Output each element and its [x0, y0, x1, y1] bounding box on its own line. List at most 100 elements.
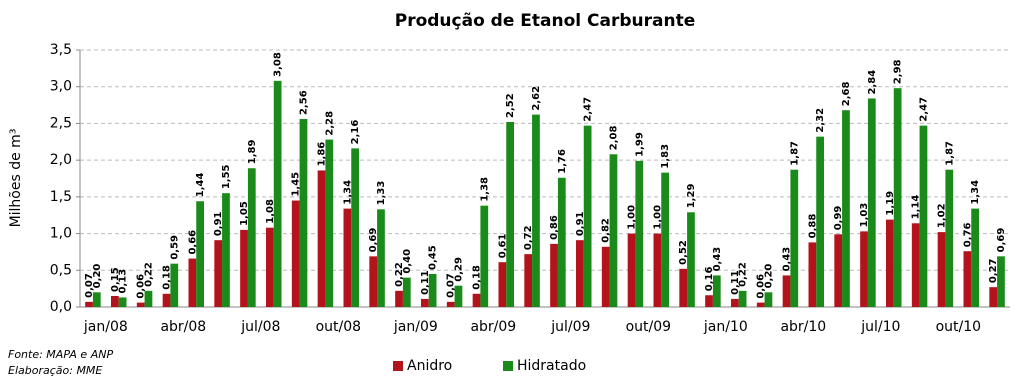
- bar: [524, 254, 533, 307]
- bar: [92, 292, 101, 307]
- value-label: 2,56: [298, 90, 309, 115]
- value-label: 0,18: [472, 265, 483, 290]
- bar: [609, 154, 618, 307]
- value-label: 2,84: [867, 70, 878, 95]
- bar: [937, 232, 946, 307]
- value-label: 0,86: [549, 215, 560, 240]
- value-label: 1,33: [376, 181, 387, 206]
- source-note: Fonte: MAPA e ANP: [8, 348, 113, 361]
- value-label: 0,13: [118, 269, 129, 294]
- x-tick-label: abr/09: [470, 319, 516, 335]
- bar: [85, 301, 93, 307]
- legend-label: Anidro: [407, 358, 452, 374]
- bar: [842, 110, 850, 307]
- bar: [919, 125, 928, 307]
- value-label: 0,52: [678, 240, 689, 265]
- value-label: 1,86: [317, 142, 328, 167]
- bar: [712, 275, 721, 307]
- value-label: 0,29: [453, 257, 464, 282]
- bar: [989, 287, 998, 307]
- value-label: 0,16: [704, 267, 715, 292]
- x-tick-label: abr/08: [160, 319, 206, 335]
- bar: [343, 208, 352, 307]
- x-tick-label: jan/10: [703, 319, 748, 335]
- bar: [170, 263, 179, 307]
- value-label: 0,07: [84, 273, 95, 298]
- bar: [247, 168, 256, 307]
- bar: [756, 302, 765, 307]
- value-label: 0,07: [446, 273, 457, 298]
- bar: [679, 268, 688, 307]
- x-tick-label: out/10: [936, 319, 981, 335]
- bar: [498, 262, 507, 307]
- bar: [532, 114, 540, 307]
- bar: [661, 172, 669, 307]
- value-label: 0,91: [213, 211, 224, 236]
- value-label: 1,02: [937, 203, 948, 228]
- value-label: 0,20: [763, 264, 774, 289]
- credit-note: Elaboração: MME: [8, 364, 102, 377]
- value-label: 1,89: [247, 140, 258, 165]
- bar: [299, 119, 308, 307]
- x-tick-label: out/08: [316, 319, 361, 335]
- bar: [273, 80, 282, 307]
- value-label: 0,15: [110, 267, 121, 292]
- value-label: 2,28: [324, 111, 335, 136]
- bar: [808, 242, 817, 307]
- bar: [687, 212, 695, 307]
- value-label: 0,11: [420, 270, 431, 295]
- x-tick-label: out/09: [626, 319, 671, 335]
- legend-label: Hidratado: [517, 358, 586, 374]
- y-tick-label: 2,0: [50, 152, 72, 168]
- y-tick-label: 1,5: [50, 189, 72, 205]
- bar: [601, 246, 610, 307]
- value-label: 0,82: [601, 218, 612, 243]
- bar: [506, 121, 514, 308]
- value-label: 1,38: [479, 177, 490, 202]
- bar: [627, 233, 636, 307]
- value-label: 1,44: [195, 173, 206, 198]
- value-label: 0,59: [169, 235, 180, 260]
- bar: [266, 227, 274, 307]
- value-label: 1,05: [239, 201, 250, 226]
- value-label: 2,47: [918, 97, 929, 122]
- bar: [377, 209, 385, 307]
- bar: [635, 160, 644, 307]
- bar: [550, 243, 558, 307]
- value-label: 1,08: [265, 199, 276, 224]
- x-tick-label: jan/08: [83, 319, 128, 335]
- x-tick-label: jul/08: [240, 319, 280, 335]
- value-label: 0,91: [575, 211, 586, 236]
- value-label: 0,69: [996, 228, 1007, 253]
- bar: [557, 177, 566, 307]
- y-tick-label: 3,5: [50, 42, 72, 58]
- bar: [240, 229, 248, 307]
- bar: [472, 293, 481, 307]
- y-tick-label: 1,0: [50, 226, 72, 242]
- bar: [576, 240, 584, 307]
- bar: [395, 290, 403, 307]
- bar: [738, 290, 747, 307]
- value-label: 2,32: [815, 108, 826, 133]
- value-label: 1,00: [627, 205, 638, 230]
- bar: [111, 295, 119, 307]
- value-label: 1,03: [859, 203, 870, 228]
- bar: [816, 136, 824, 307]
- bar: [782, 275, 791, 307]
- bar: [188, 258, 197, 307]
- value-label: 0,43: [782, 247, 793, 272]
- bar: [446, 301, 455, 307]
- value-label: 1,45: [291, 172, 302, 197]
- value-label: 0,72: [523, 225, 534, 250]
- bar: [325, 139, 334, 307]
- bar: [214, 240, 223, 307]
- bar: [834, 234, 843, 307]
- value-label: 2,52: [505, 93, 516, 118]
- value-label: 1,19: [885, 191, 896, 216]
- value-label: 0,22: [143, 262, 154, 287]
- bar: [583, 125, 592, 307]
- x-tick-label: abr/10: [780, 319, 826, 335]
- bar: [971, 208, 979, 307]
- bar: [317, 170, 326, 307]
